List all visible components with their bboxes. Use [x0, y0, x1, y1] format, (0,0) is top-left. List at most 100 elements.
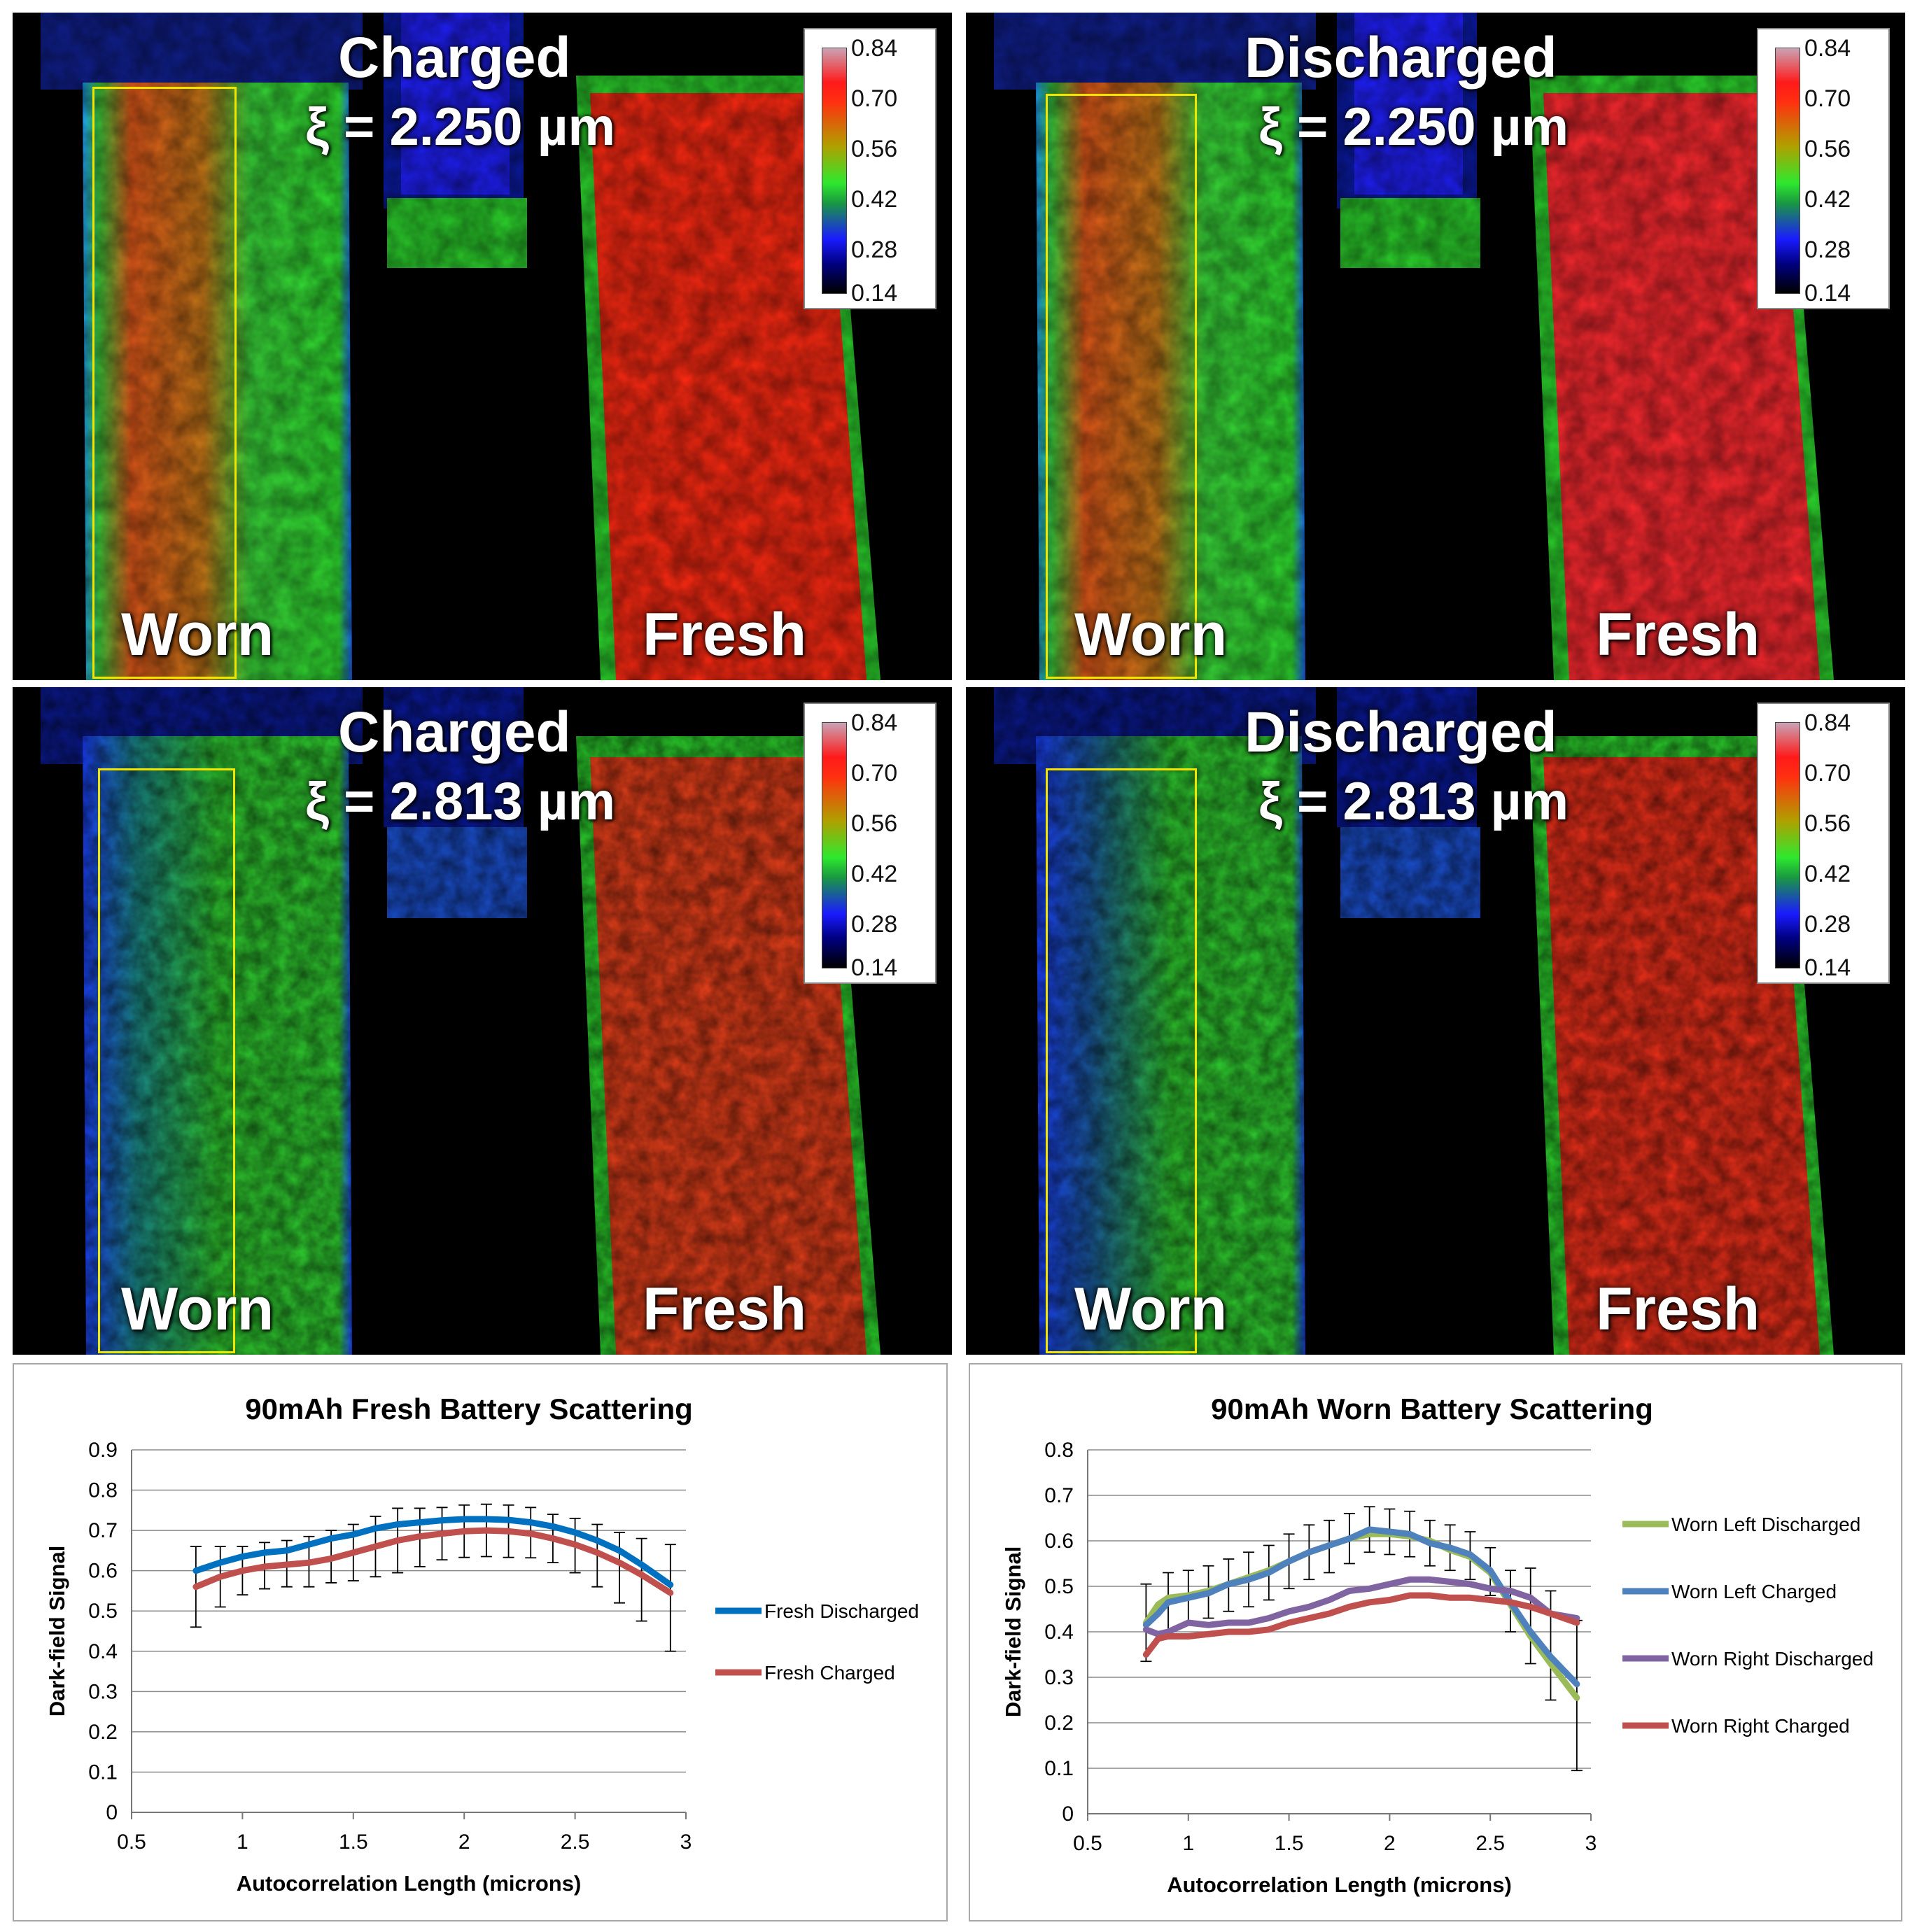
y-tick-label: 0.6 — [88, 1560, 118, 1583]
roi-box — [1046, 94, 1197, 679]
colorbar: 0.84 0.70 0.56 0.42 0.28 0.14 — [1757, 28, 1890, 309]
y-tick-label: 0.3 — [88, 1680, 118, 1703]
chart-title: 90mAh Worn Battery Scattering — [1211, 1392, 1653, 1425]
dark-field-image — [13, 13, 952, 680]
colorbar-tick: 0.14 — [851, 280, 898, 306]
colorbar-tick: 0.84 — [851, 35, 898, 62]
colorbar-tick: 0.28 — [1804, 237, 1851, 263]
legend-label: Fresh Charged — [764, 1662, 895, 1684]
xi-label: ξ = 2.250 µm — [305, 97, 616, 157]
image-panel-discharged-2813: Discharged ξ = 2.813 µm Worn Fresh 0.84 … — [966, 687, 1905, 1355]
panel-title: Discharged — [1244, 700, 1557, 764]
legend-label: Worn Right Charged — [1671, 1715, 1850, 1737]
y-tick-label: 0.6 — [1044, 1530, 1074, 1553]
x-tick-label: 1.5 — [1275, 1832, 1304, 1855]
worn-label: Worn — [121, 601, 274, 668]
series-line-fresh-discharged — [192, 1516, 674, 1588]
x-tick-label: 2.5 — [561, 1831, 590, 1854]
legend-label: Worn Right Discharged — [1671, 1648, 1874, 1670]
fresh-label: Fresh — [643, 601, 807, 668]
dark-field-image — [966, 687, 1905, 1355]
chart-worn-battery: 90mAh Worn Battery Scattering 0 0.1 0.2 0.3 0… — [969, 1363, 1902, 1922]
legend-label: Worn Left Discharged — [1671, 1514, 1860, 1535]
colorbar-tick: 0.56 — [1804, 136, 1851, 162]
y-tick-label: 0.4 — [1044, 1621, 1074, 1644]
colorbar-tick: 0.42 — [851, 861, 898, 887]
colorbar-tick: 0.56 — [1804, 810, 1851, 837]
y-tick-label: 0.7 — [88, 1519, 118, 1542]
xi-label: ξ = 2.813 µm — [1258, 772, 1569, 831]
y-tick-label: 0 — [106, 1801, 118, 1824]
x-tick-label: 1 — [1182, 1832, 1194, 1855]
fresh-label: Fresh — [1596, 601, 1760, 668]
legend-label: Fresh Discharged — [764, 1600, 919, 1622]
colorbar-tick: 0.28 — [851, 237, 898, 263]
y-tick-label: 0.2 — [1044, 1712, 1074, 1735]
image-panel-discharged-2250: Discharged ξ = 2.250 µm Worn Fresh 0.84 … — [966, 13, 1905, 680]
x-tick-label: 3 — [1585, 1832, 1597, 1855]
colorbar-tick: 0.42 — [1804, 861, 1851, 887]
colorbar-gradient — [1775, 48, 1800, 294]
colorbar-tick: 0.70 — [1804, 85, 1851, 112]
x-axis-label: Autocorrelation Length (microns) — [1167, 1873, 1512, 1897]
colorbar-tick: 0.28 — [851, 911, 898, 938]
colorbar-gradient — [822, 722, 847, 968]
y-axis-label: Dark-field Signal — [45, 1546, 69, 1717]
dark-field-image — [13, 687, 952, 1355]
y-tick-label: 0.5 — [88, 1600, 118, 1623]
chart-title: 90mAh Fresh Battery Scattering — [245, 1392, 693, 1425]
roi-box — [1046, 768, 1197, 1353]
y-tick-label: 0.7 — [1044, 1484, 1074, 1507]
y-tick-label: 0.2 — [88, 1721, 118, 1744]
worn-label: Worn — [1074, 601, 1228, 668]
panel-title: Charged — [338, 700, 571, 764]
xi-label: ξ = 2.813 µm — [305, 772, 616, 831]
y-tick-label: 0.4 — [88, 1640, 118, 1663]
x-tick-label: 3 — [680, 1831, 692, 1854]
y-tick-label: 0.9 — [88, 1439, 118, 1462]
colorbar-tick: 0.70 — [851, 85, 898, 112]
colorbar: 0.84 0.70 0.56 0.42 0.28 0.14 — [1757, 703, 1890, 984]
legend-label: Worn Left Charged — [1671, 1581, 1837, 1602]
chart-fresh-svg: 90mAh Fresh Battery Scattering 0 0.1 0.2 0.3… — [45, 1392, 919, 1896]
series-line-worn-left-charged — [1142, 1526, 1580, 1688]
y-tick-label: 0.5 — [1044, 1575, 1074, 1598]
colorbar-tick: 0.56 — [851, 810, 898, 837]
y-tick-label: 0.3 — [1044, 1666, 1074, 1689]
colorbar-tick: 0.56 — [851, 136, 898, 162]
image-panel-charged-2813: Charged ξ = 2.813 µm Worn Fresh 0.84 0.7… — [13, 687, 952, 1355]
dark-field-image — [966, 13, 1905, 680]
x-tick-label: 1 — [237, 1831, 248, 1854]
roi-box — [98, 768, 235, 1353]
xi-label: ξ = 2.250 µm — [1258, 97, 1569, 157]
x-tick-label: 2 — [458, 1831, 470, 1854]
colorbar-tick: 0.28 — [1804, 911, 1851, 938]
x-tick-label: 0.5 — [117, 1831, 146, 1854]
y-tick-label: 0.1 — [88, 1761, 118, 1784]
colorbar: 0.84 0.70 0.56 0.42 0.28 0.14 — [804, 28, 937, 309]
colorbar-tick: 0.84 — [1804, 35, 1851, 62]
x-tick-label: 2 — [1384, 1832, 1396, 1855]
y-axis-label: Dark-field Signal — [1001, 1546, 1025, 1718]
x-tick-label: 0.5 — [1073, 1832, 1102, 1855]
x-tick-label: 1.5 — [339, 1831, 368, 1854]
panel-title: Discharged — [1244, 26, 1557, 90]
colorbar-tick: 0.84 — [851, 710, 898, 736]
series-line-fresh-charged — [192, 1527, 674, 1596]
fresh-label: Fresh — [643, 1276, 807, 1343]
x-axis-label: Autocorrelation Length (microns) — [237, 1871, 582, 1896]
y-tick-label: 0.1 — [1044, 1757, 1074, 1780]
chart-fresh-battery: 90mAh Fresh Battery Scattering 0 0.1 0.2 0.3… — [13, 1363, 948, 1922]
colorbar-tick: 0.14 — [1804, 954, 1851, 981]
colorbar-tick: 0.14 — [851, 954, 898, 981]
image-panel-charged-2250: Charged ξ = 2.250 µm Worn Fresh 0.84 0.7… — [13, 13, 952, 680]
fresh-label: Fresh — [1596, 1276, 1760, 1343]
colorbar-gradient — [1775, 722, 1800, 968]
colorbar-tick: 0.14 — [1804, 280, 1851, 306]
x-tick-label: 2.5 — [1475, 1832, 1505, 1855]
worn-label: Worn — [1074, 1276, 1228, 1343]
roi-box — [92, 87, 237, 679]
colorbar: 0.84 0.70 0.56 0.42 0.28 0.14 — [804, 703, 937, 984]
worn-label: Worn — [121, 1276, 274, 1343]
colorbar-tick: 0.70 — [1804, 760, 1851, 787]
